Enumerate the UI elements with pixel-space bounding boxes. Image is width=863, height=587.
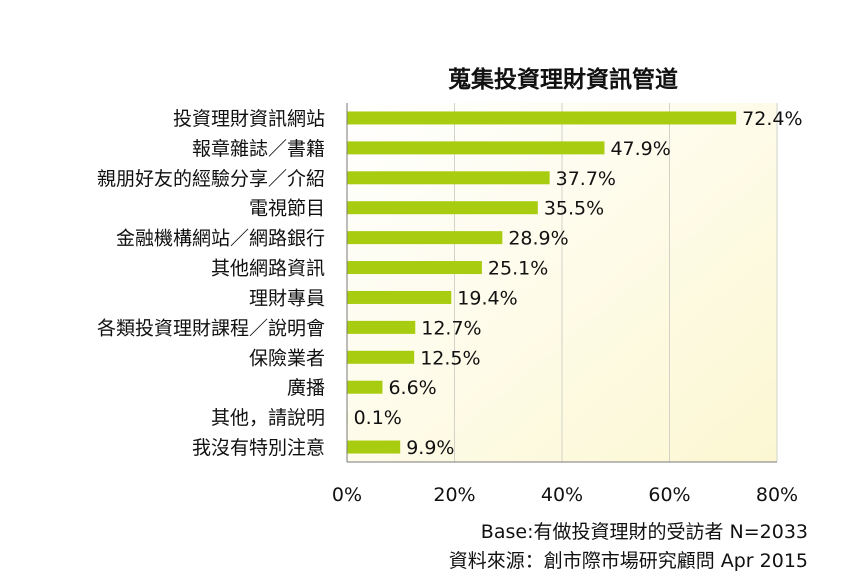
bar [347,380,383,394]
bar [347,171,550,185]
source-note: 資料來源：創市際市場研究顧問 Apr 2015 [448,550,808,572]
category-label: 保險業者 [249,347,325,369]
gridlines [454,103,778,462]
data-label: 47.9% [610,138,670,160]
bar [347,320,416,334]
data-label: 6.6% [388,377,436,399]
value-labels: 72.4% 47.9% 37.7% 35.5% 28.9% 25.1% 19.4% 12.7%… [354,108,803,459]
data-label: 28.9% [508,228,568,250]
data-label: 72.4% [742,108,802,130]
category-label: 我沒有特別注意 [192,437,325,459]
x-tick-label: 60% [648,484,690,506]
bar [347,440,401,454]
data-label: 12.7% [421,317,481,339]
category-label: 金融機構網站／網路銀行 [116,228,325,250]
chart-title: 蒐集投資理財資訊管道 [448,66,678,93]
data-label: 37.7% [556,168,616,190]
bar [347,350,415,364]
category-labels: 投資理財資訊網站報章雜誌／書籍親朋好友的經驗分享／介紹電視節目金融機構網站／網路… [97,108,325,459]
data-label: 35.5% [544,198,604,220]
x-tick-label: 0% [332,484,362,506]
category-label: 親朋好友的經驗分享／介紹 [97,168,325,190]
data-label: 9.9% [406,437,454,459]
category-label: 廣播 [287,377,325,399]
data-label: 0.1% [354,407,402,429]
data-label: 12.5% [420,347,480,369]
bar [347,111,737,125]
bar [347,290,452,304]
bar [347,201,538,215]
category-label: 其他網路資訊 [211,258,325,280]
category-label: 投資理財資訊網站 [173,108,325,130]
category-label: 電視節目 [249,198,325,220]
category-label: 各類投資理財課程／說明會 [97,317,325,339]
base-note: Base:有做投資理財的受訪者 N=2033 [480,521,808,543]
x-axis-tick-labels: 0% 20% 40% 60% 80% [332,484,798,506]
data-label: 25.1% [488,258,548,280]
category-label: 理財專員 [249,287,325,309]
x-tick-label: 40% [541,484,583,506]
bars [347,111,737,454]
x-tick-label: 20% [433,484,475,506]
bar [347,261,482,275]
data-label: 19.4% [457,287,517,309]
x-tick-label: 80% [756,484,798,506]
category-label: 其他，請說明 [211,407,325,429]
bar [347,141,605,155]
category-label: 報章雜誌／書籍 [192,138,325,160]
bar [347,231,503,245]
